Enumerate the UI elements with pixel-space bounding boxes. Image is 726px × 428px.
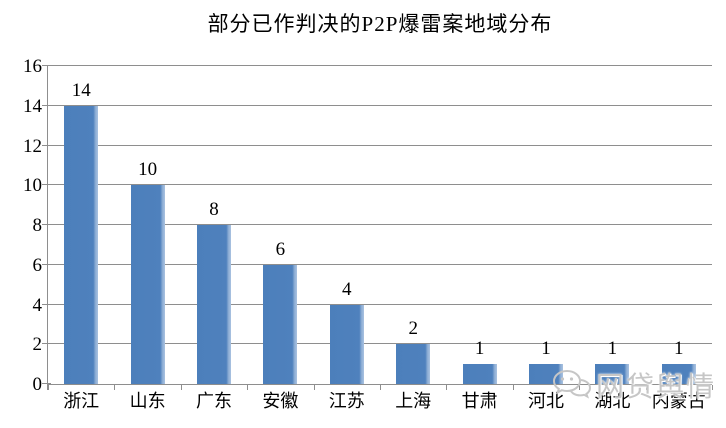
x-axis-tick (579, 385, 581, 390)
x-category-label: 湖北 (594, 391, 631, 411)
x-axis-tick (48, 385, 49, 390)
x-category-label: 山东 (129, 391, 166, 411)
bar-value-label: 2 (408, 318, 418, 340)
bar-value-label: 1 (541, 338, 551, 360)
x-category-label: 广东 (196, 391, 232, 411)
y-tick-label: 6 (32, 254, 43, 276)
y-tick-label: 10 (23, 175, 42, 197)
y-axis-tick (42, 383, 51, 384)
bar-河北: 1 (529, 338, 563, 384)
y-tick-label: 4 (32, 294, 43, 316)
gridline (48, 303, 712, 305)
bar-rect (197, 225, 231, 384)
bar-rect (329, 304, 364, 384)
bar-rect (130, 185, 165, 384)
x-category-label: 上海 (395, 391, 432, 411)
y-axis-tick (42, 104, 51, 106)
gridline (48, 65, 712, 66)
bar-rect (396, 344, 431, 384)
gridline (48, 144, 712, 146)
bar-安徽: 6 (263, 239, 298, 384)
x-axis-tick (114, 385, 116, 390)
bar-rect (263, 264, 298, 384)
x-category-label: 甘肃 (461, 391, 498, 411)
y-tick-label: 8 (32, 215, 43, 236)
bar-value-label: 1 (607, 338, 618, 360)
bar-湖北: 1 (595, 338, 630, 384)
x-category-label: 浙江 (63, 391, 100, 411)
bar-山东: 10 (130, 159, 165, 384)
y-axis-tick (42, 263, 51, 265)
bar-value-label: 8 (209, 199, 219, 220)
bar-内蒙古: 1 (661, 338, 696, 384)
bar-value-label: 4 (342, 278, 352, 300)
x-category-label: 内蒙古 (651, 391, 706, 411)
bar-rect (595, 364, 630, 384)
x-axis-tick (380, 385, 381, 390)
bar-上海: 2 (396, 318, 431, 384)
y-axis-tick (42, 224, 51, 225)
x-axis-tick (645, 385, 647, 390)
x-axis-tick (446, 385, 448, 390)
bar-rect (462, 364, 497, 384)
y-tick-label: 2 (32, 334, 43, 356)
y-axis-labels: 0 2 4 6 8 10 12 14 16 (0, 57, 43, 394)
y-tick-label: 14 (23, 95, 42, 117)
x-axis-tick (512, 385, 514, 390)
y-axis-tick (42, 303, 51, 305)
x-axis-tick (313, 385, 315, 390)
bar-甘肃: 1 (462, 338, 497, 384)
x-axis-line (48, 384, 712, 385)
bar-江苏: 4 (329, 279, 364, 384)
y-axis-tick (42, 65, 51, 66)
gridline (48, 343, 712, 345)
bar-value-label: 10 (138, 159, 158, 181)
y-axis-tick (42, 343, 51, 345)
y-axis-line (47, 66, 48, 390)
bar-value-label: 14 (71, 79, 91, 101)
y-axis-tick (42, 184, 51, 186)
x-axis-tick (180, 385, 182, 390)
gridline (48, 224, 712, 225)
y-axis-tick (42, 144, 51, 146)
x-category-label: 河北 (528, 391, 564, 411)
x-axis-tick (247, 385, 249, 390)
y-tick-label: 12 (23, 135, 42, 157)
x-category-label: 安徽 (262, 391, 299, 411)
x-category-label: 江苏 (328, 391, 365, 411)
y-tick-label: 0 (32, 374, 43, 395)
bar-浙江: 14 (64, 80, 99, 384)
x-axis-tick (712, 385, 713, 390)
bar-rect (529, 364, 563, 384)
gridline (48, 104, 712, 106)
bar-rect (661, 364, 696, 384)
bar-value-label: 1 (474, 338, 485, 360)
gridline (48, 184, 712, 186)
gridline (48, 263, 712, 265)
bar-value-label: 1 (674, 338, 684, 360)
bar-广东: 8 (197, 199, 231, 384)
bar-rect (64, 105, 99, 384)
plot-area: 14 浙江 10 山东 8 广东 6 安徽 4 江苏 2 上海 1 甘肃 1 河北 1 湖北 1 内蒙古 (42, 65, 713, 411)
chart-title: 部分已作判决的P2P爆雷案地域分布 (207, 12, 553, 36)
y-tick-label: 16 (23, 56, 42, 77)
bar-value-label: 6 (275, 238, 286, 260)
